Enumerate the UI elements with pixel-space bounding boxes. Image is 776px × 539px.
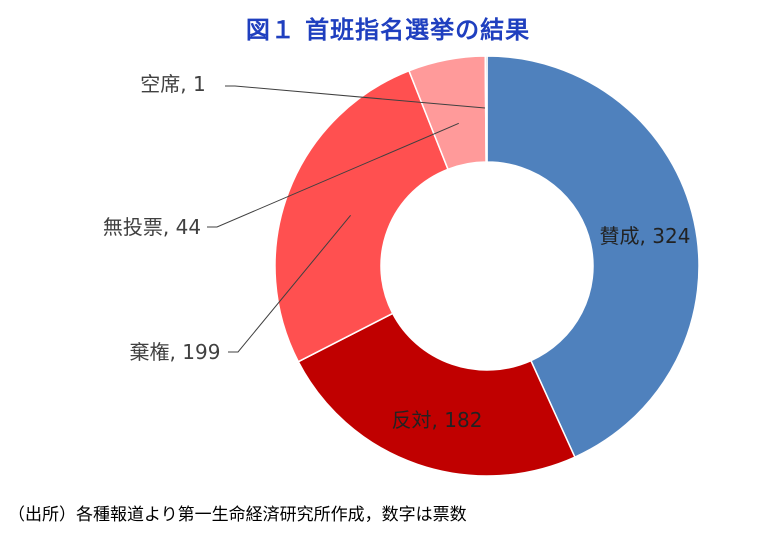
label-hantai: 反対, 182 [392,408,483,432]
label-mutouhyou: 無投票, 44 [103,215,201,239]
label-sansei: 賛成, 324 [600,224,691,248]
slice-hantai [297,312,576,477]
donut-slices [274,55,700,477]
source-note: （出所）各種報道より第一生命経済研究所作成，数字は票数 [8,505,467,525]
label-kiken: 棄権, 199 [130,340,221,364]
label-kuuseki: 空席, 1 [140,72,205,96]
slice-kiken [274,69,449,363]
leader-kuuseki [225,85,486,109]
chart-title: 図１ 首班指名選挙の結果 [245,16,531,44]
slice-kuuseki [484,55,488,163]
leader-kiken [228,215,351,353]
slice-sansei [486,55,700,459]
slice-labels: 賛成, 324 反対, 182 棄権, 199 無投票, 44 空席, 1 [103,72,691,432]
leader-lines [207,85,486,353]
leader-mutouhyou [207,122,459,228]
